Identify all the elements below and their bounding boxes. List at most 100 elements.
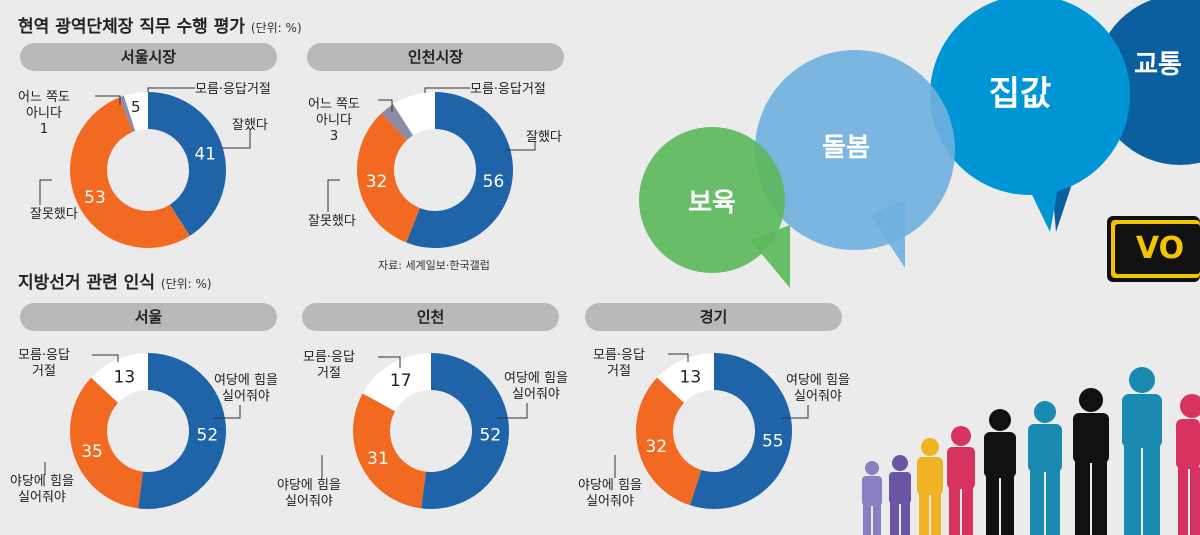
chart1-neither-value: 1 [39,122,49,137]
chart1-pill: 서울시장 [20,43,277,71]
chart4-dk-label: 모름·응답 거절 [303,350,355,382]
chart4-slice-opp [353,393,426,509]
bubble-housing-label: 집값 [989,74,1052,114]
chart4-ruling-label: 여당에 힘을 실어줘야 [504,371,568,403]
leader-line-6 [424,87,470,93]
chart1-slice-dk [123,92,148,132]
chart2-neither-label: 어느 쪽도 아니다 3 [308,97,360,145]
chart5-slice-opp [636,377,702,506]
chart3-ruling-label: 여당에 힘을 실어줘야 [214,373,278,405]
leader-line-13 [497,403,528,419]
chart4-value-ruling: 52 [480,426,502,446]
chart2-value-good: 56 [483,172,505,192]
chart5-pill: 경기 [585,303,842,331]
chart3-slice-opp [69,377,143,509]
chart3-opp-label: 야당에 힘을 실어줘야 [10,474,74,506]
chart5-value-opp: 32 [646,437,668,457]
bubble-childcare-icon [639,127,785,273]
bubble-care-icon [755,50,955,250]
chart5-dk-label-line2: 거절 [607,364,631,379]
leader-line-12 [378,356,401,368]
chart5-slice-dk [657,353,714,403]
chart3-value-ruling: 52 [197,426,219,446]
chart4-value-opp: 31 [367,449,389,469]
chart2-neither-label-line2: 아니다 [316,113,352,128]
chart1-slice-good [148,92,227,236]
section2-unit: (단위: %) [160,277,212,291]
chart1-good-label: 잘했다 [232,118,268,133]
chart2-pill: 인천시장 [307,43,564,71]
chart5-value-dk: 13 [680,367,702,387]
bubble-traffic-label: 교통 [1134,50,1182,80]
chart4-slice-dk [362,353,431,412]
chart5-slice-ruling [689,353,793,509]
leader-line-9 [92,354,119,362]
leader-line-1 [95,95,121,105]
chart2-bad-label: 잘못했다 [308,214,356,229]
chart5-ruling-label-line2: 실어줘야 [794,389,842,404]
leader-line-3 [222,130,251,149]
chart1-neither-label-line1: 어느 쪽도 [18,90,70,105]
chart3-dk-label: 모름·응답 거절 [18,348,70,380]
chart4-slice-ruling [421,353,509,509]
chart3-value-opp: 35 [81,442,103,462]
chart5-value-ruling: 55 [762,431,784,451]
chart3-opp-label-line2: 실어줘야 [18,490,66,505]
chart1-neither-label-line2: 아니다 [26,106,62,121]
chart1-slice-neither [119,95,136,132]
chart5-opp-label-line2: 실어줘야 [586,494,634,509]
chart3-slice-dk [91,353,148,403]
chart1-dk-label: 모름·응답거절 [195,82,271,97]
chart3-opp-label-line1: 야당에 힘을 [10,474,74,489]
leader-line-16 [781,405,809,419]
leader-line-4 [39,179,52,205]
section2-title-text: 지방선거 관련 인식 [18,273,155,293]
section2-title: 지방선거 관련 인식 (단위: %) [18,268,212,293]
chart5-opp-label: 야당에 힘을 실어줘야 [578,478,642,510]
chart2-value-bad: 32 [366,172,388,192]
section1-title-text: 현역 광역단체장 직무 수행 평가 [18,17,245,37]
chart4-dk-label-line2: 거절 [317,366,341,381]
chart4-ruling-label-line1: 여당에 힘을 [504,371,568,386]
chart2-dk-label: 모름·응답거절 [470,82,546,97]
chart3-dk-label-line1: 모름·응답 [18,348,70,363]
chart4-value-dk: 17 [390,371,412,391]
chart3-dk-label-line2: 거절 [32,364,56,379]
people-silhouettes-icon [862,367,1200,535]
chart3-pill: 서울 [20,303,277,331]
section1-unit: (단위: %) [250,21,302,35]
leader-line-10 [213,405,241,419]
chart2-slice-dk [393,92,435,136]
chart1-value-bad: 53 [84,188,106,208]
leader-line-8 [327,179,340,212]
leader-line-5 [378,99,393,112]
chart1-dk-value: 5 [131,98,141,116]
chart5-ruling-label-line1: 여당에 힘을 [786,373,850,388]
chart1-bad-label: 잘못했다 [30,207,78,222]
chart4-ruling-label-line2: 실어줘야 [512,387,560,402]
chart4-opp-label: 야당에 힘을 실어줘야 [277,478,341,510]
chart2-good-label: 잘했다 [526,130,562,145]
chart5-dk-label-line1: 모름·응답 [593,348,645,363]
chart2-slice-neither [381,104,414,141]
chart2-slice-good [406,92,513,248]
chart2-neither-label-line1: 어느 쪽도 [308,97,360,112]
chart4-pill: 인천 [302,303,559,331]
chart4-opp-label-line2: 실어줘야 [285,494,333,509]
chart1-neither-label: 어느 쪽도 아니다 1 [18,90,70,138]
leader-line-7 [505,142,536,151]
bubble-childcare-label: 보육 [688,188,736,218]
chart3-value-dk: 13 [114,367,136,387]
chart3-slice-ruling [138,353,226,509]
section1-title: 현역 광역단체장 직무 수행 평가 (단위: %) [18,12,302,37]
bubble-housing-icon [930,0,1130,195]
chart5-dk-label: 모름·응답 거절 [593,348,645,380]
chart3-ruling-label-line2: 실어줘야 [222,389,270,404]
source-note: 자료: 세계일보·한국갤럽 [378,259,490,272]
chart5-opp-label-line1: 야당에 힘을 [578,478,642,493]
chart5-ruling-label: 여당에 힘을 실어줘야 [786,373,850,405]
chart1-value-good: 41 [194,144,216,164]
chart2-neither-value: 3 [329,129,339,144]
